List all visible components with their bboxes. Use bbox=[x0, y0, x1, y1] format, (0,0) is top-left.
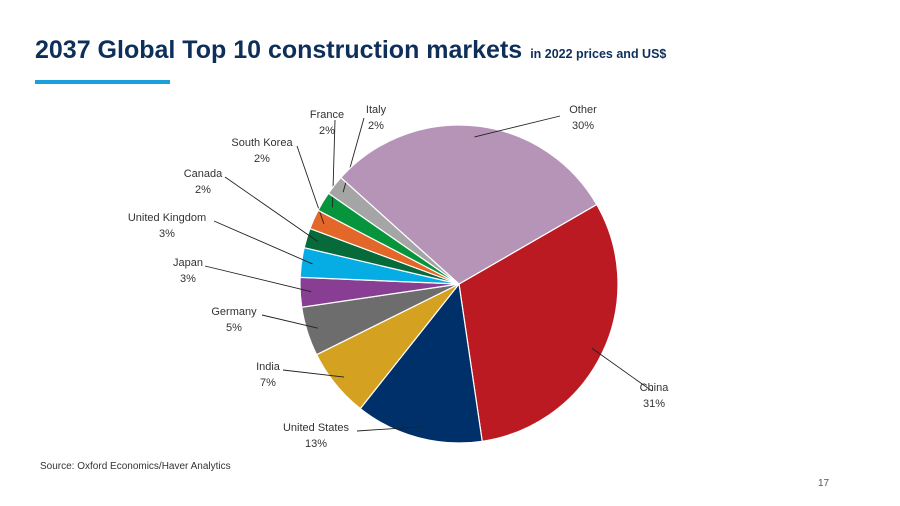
slice-value-united-states: 13% bbox=[305, 438, 327, 450]
source-note: Source: Oxford Economics/Haver Analytics bbox=[40, 461, 231, 472]
slice-value-france: 2% bbox=[319, 125, 335, 137]
slice-label-india: India bbox=[256, 361, 281, 373]
slice-label-canada: Canada bbox=[184, 168, 223, 180]
slice-label-south-korea: South Korea bbox=[231, 137, 293, 149]
slice-value-south-korea: 2% bbox=[254, 153, 270, 165]
title-row: 2037 Global Top 10 construction markets … bbox=[35, 36, 666, 65]
slice-value-china: 31% bbox=[643, 398, 665, 410]
title-underline bbox=[35, 80, 170, 84]
page-number: 17 bbox=[818, 478, 830, 489]
slice-label-germany: Germany bbox=[211, 306, 257, 318]
leader-line-south-korea bbox=[296, 145, 325, 225]
slice-label-united-states: United States bbox=[283, 422, 350, 434]
slide-title: 2037 Global Top 10 construction markets bbox=[35, 36, 523, 64]
slice-label-united-kingdom: United Kingdom bbox=[128, 212, 206, 224]
slice-value-japan: 3% bbox=[180, 273, 196, 285]
slice-label-china: China bbox=[640, 382, 670, 394]
leader-line-united-kingdom bbox=[213, 220, 313, 265]
slice-value-india: 7% bbox=[260, 377, 276, 389]
leader-line-germany bbox=[261, 314, 319, 329]
slice-value-germany: 5% bbox=[226, 322, 242, 334]
leader-line-canada bbox=[224, 176, 318, 242]
slice-label-italy: Italy bbox=[366, 104, 387, 116]
slide-subtitle: in 2022 prices and US$ bbox=[530, 47, 667, 61]
pie-slice-other bbox=[339, 124, 598, 285]
pie-slice-united-states bbox=[359, 282, 483, 444]
leader-line-united-states bbox=[356, 426, 421, 432]
pie-slice-china bbox=[458, 203, 619, 442]
slice-value-canada: 2% bbox=[195, 184, 211, 196]
slice-label-france: France bbox=[310, 109, 344, 121]
leader-line-china bbox=[591, 348, 653, 392]
slice-label-other: Other bbox=[569, 104, 597, 116]
slice-label-japan: Japan bbox=[173, 257, 203, 269]
leader-line-other bbox=[474, 115, 561, 138]
slice-value-other: 30% bbox=[572, 120, 594, 132]
slice-value-italy: 2% bbox=[368, 120, 384, 132]
leader-line-japan bbox=[204, 265, 312, 293]
slice-value-united-kingdom: 3% bbox=[159, 228, 175, 240]
leader-line-india bbox=[282, 369, 345, 378]
